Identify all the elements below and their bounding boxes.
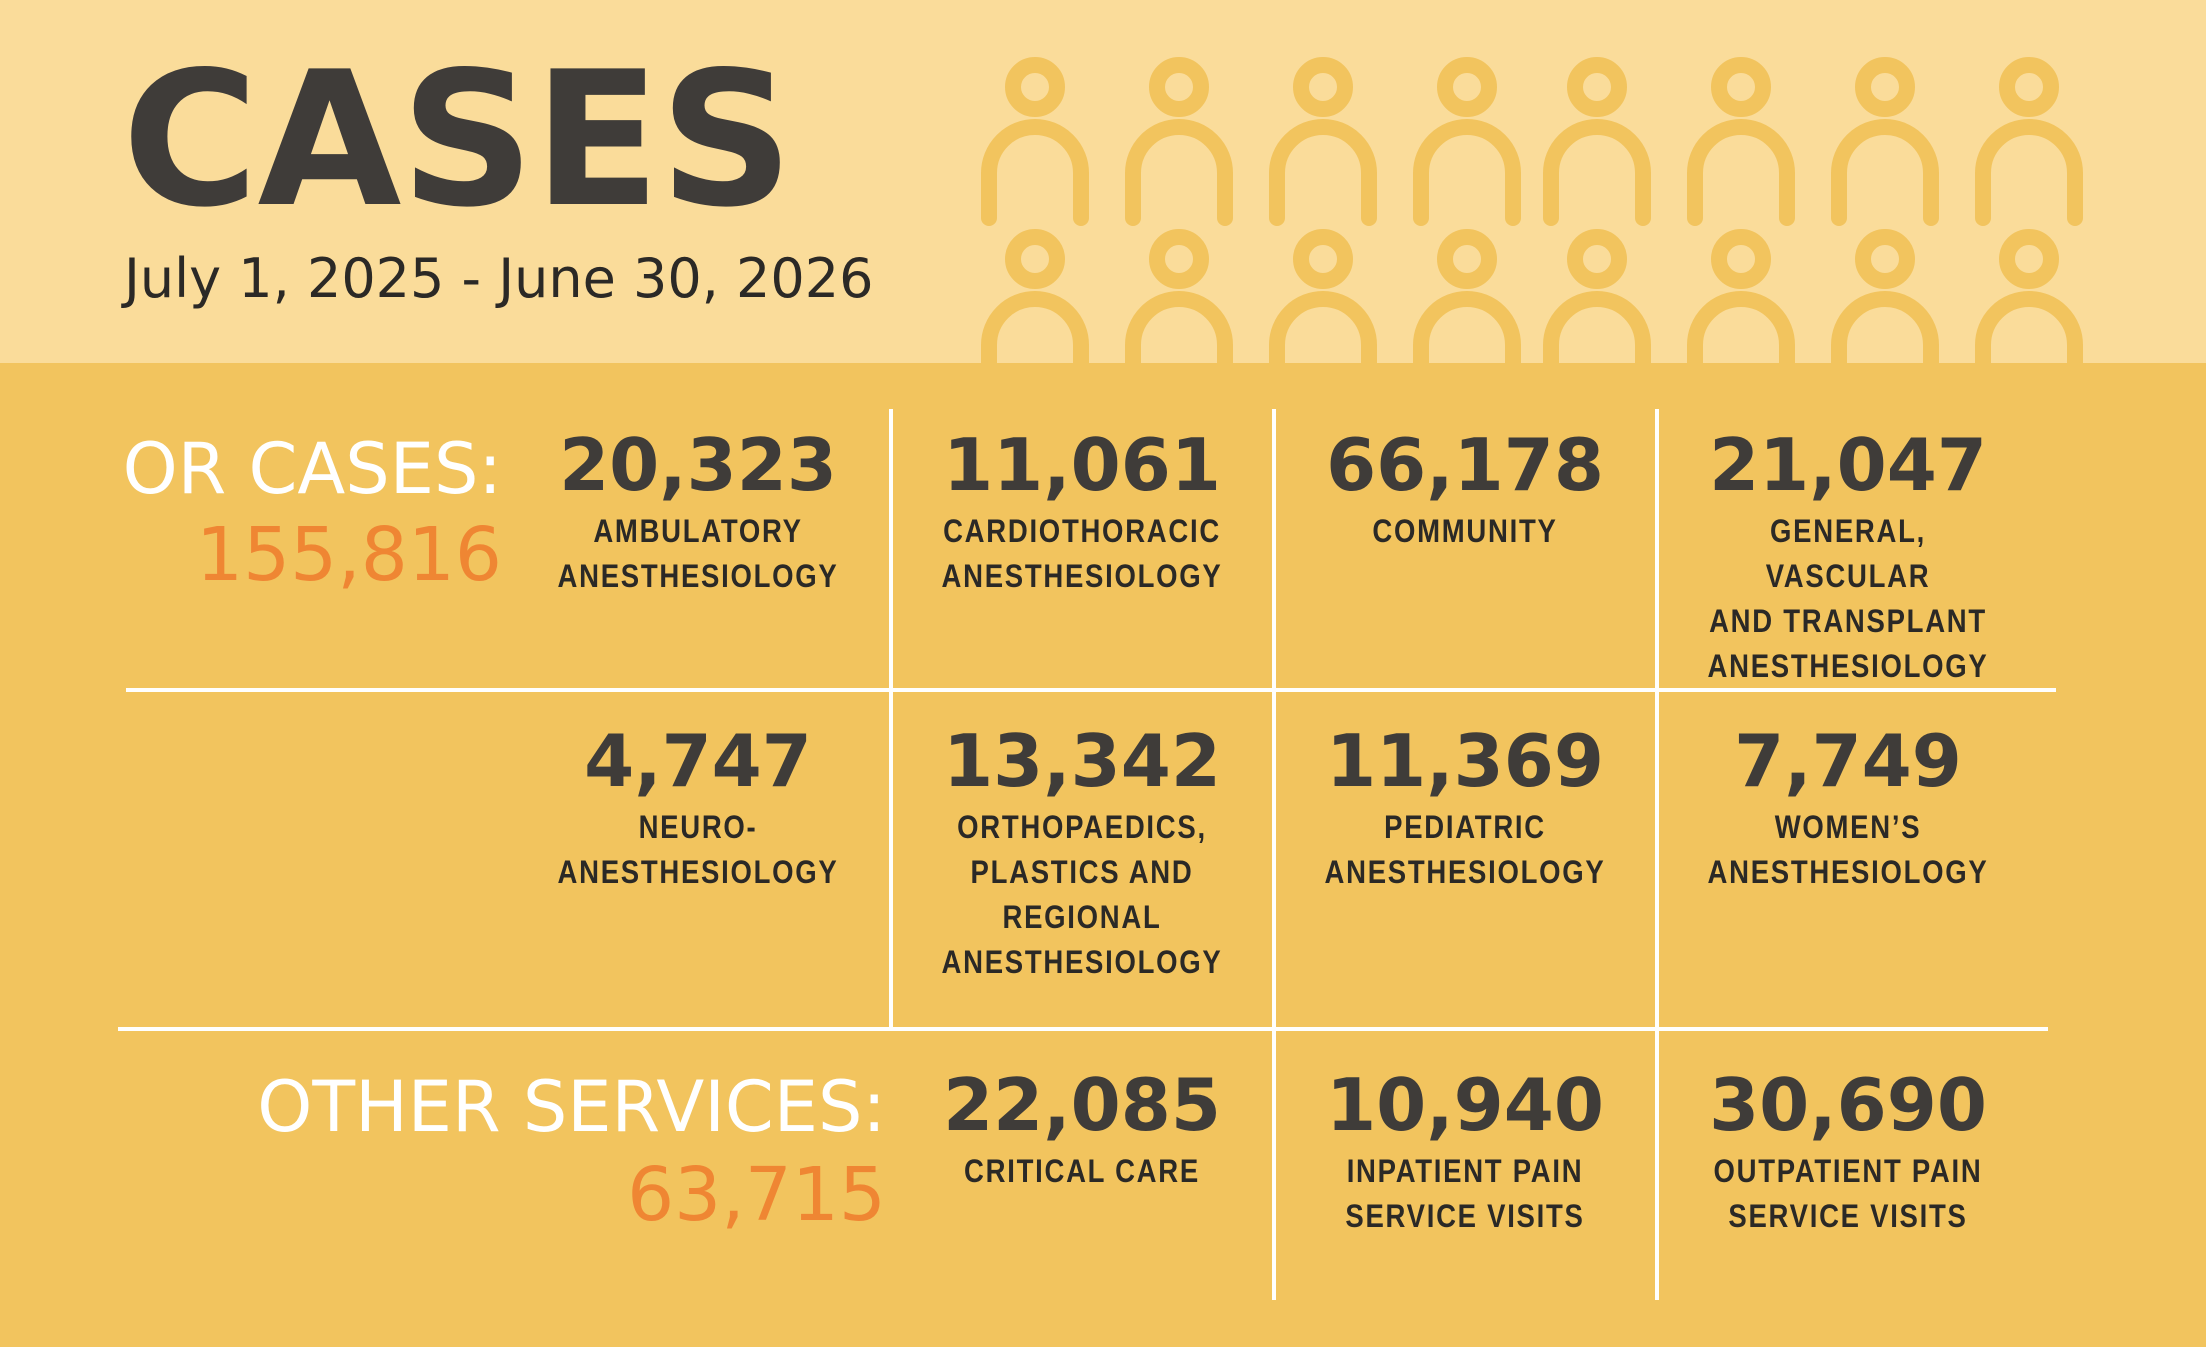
stat-value: 4,747: [584, 719, 812, 803]
stats-panel: OR CASES: 155,816 20,323 AMBULATORY ANES…: [0, 363, 2206, 1347]
date-range: July 1, 2025 - June 30, 2026: [124, 247, 874, 310]
stat-value: 30,690: [1709, 1063, 1987, 1147]
stat-value: 7,749: [1734, 719, 1962, 803]
person-icon: [1687, 229, 1795, 363]
person-icon: [1125, 57, 1233, 226]
stat-value: 11,369: [1326, 719, 1604, 803]
stat-inpatient-pain: 10,940 INPATIENT PAIN SERVICE VISITS: [1274, 1063, 1656, 1239]
person-icon: [981, 229, 1089, 363]
person-icon: [1543, 57, 1651, 226]
stat-value: 22,085: [943, 1063, 1221, 1147]
stat-value: 20,323: [559, 423, 837, 507]
person-icon: [1413, 57, 1521, 226]
stat-critical-care: 22,085 CRITICAL CARE: [891, 1063, 1273, 1194]
stat-value: 10,940: [1326, 1063, 1604, 1147]
header-banner: CASES July 1, 2025 - June 30, 2026: [0, 0, 2206, 363]
person-icon: [1543, 229, 1651, 363]
stat-cardiothoracic: 11,061 CARDIOTHORACIC ANESTHESIOLOGY: [891, 423, 1273, 599]
stat-label: CARDIOTHORACIC ANESTHESIOLOGY: [941, 513, 1223, 594]
person-icon: [1831, 57, 1939, 226]
col-divider-1: [889, 409, 893, 1031]
person-icon: [1975, 57, 2083, 226]
row-divider-1: [126, 688, 2056, 692]
person-icon: [981, 57, 1089, 226]
col-divider-3: [1655, 409, 1659, 1300]
other-services-total: 63,715: [627, 1152, 886, 1238]
stat-pediatric: 11,369 PEDIATRIC ANESTHESIOLOGY: [1274, 719, 1656, 895]
stat-label: ORTHOPAEDICS, PLASTICS AND REGIONAL ANES…: [941, 809, 1223, 980]
person-icon: [1975, 229, 2083, 363]
row-divider-2: [118, 1027, 2048, 1031]
stat-value: 21,047: [1709, 423, 1987, 507]
stat-label: WOMEN’S ANESTHESIOLOGY: [1707, 809, 1989, 890]
stat-label: COMMUNITY: [1372, 513, 1558, 549]
person-icon: [1831, 229, 1939, 363]
person-icon: [1125, 229, 1233, 363]
person-icon: [1269, 57, 1377, 226]
person-icon: [1269, 229, 1377, 363]
stat-neuro: 4,747 NEURO- ANESTHESIOLOGY: [507, 719, 889, 895]
stat-value: 66,178: [1326, 423, 1604, 507]
stat-community: 66,178 COMMUNITY: [1274, 423, 1656, 554]
stat-label: OUTPATIENT PAIN SERVICE VISITS: [1713, 1153, 1983, 1234]
page-title: CASES: [122, 31, 793, 248]
stat-value: 13,342: [943, 719, 1221, 803]
stat-value: 11,061: [943, 423, 1221, 507]
or-cases-label: OR CASES:: [122, 428, 502, 510]
stat-womens: 7,749 WOMEN’S ANESTHESIOLOGY: [1657, 719, 2039, 895]
stat-outpatient-pain: 30,690 OUTPATIENT PAIN SERVICE VISITS: [1657, 1063, 2039, 1239]
stat-label: CRITICAL CARE: [964, 1153, 1200, 1189]
other-services-label: OTHER SERVICES:: [257, 1066, 886, 1148]
col-divider-2: [1272, 409, 1276, 1300]
stat-ambulatory: 20,323 AMBULATORY ANESTHESIOLOGY: [507, 423, 889, 599]
stat-general-vascular-transplant: 21,047 GENERAL, VASCULAR AND TRANSPLANT …: [1657, 423, 2039, 689]
stat-label: AMBULATORY ANESTHESIOLOGY: [557, 513, 839, 594]
or-cases-total: 155,816: [195, 512, 502, 598]
person-icon: [1687, 57, 1795, 226]
stat-label: INPATIENT PAIN SERVICE VISITS: [1345, 1153, 1585, 1234]
stat-label: PEDIATRIC ANESTHESIOLOGY: [1324, 809, 1606, 890]
stat-label: NEURO- ANESTHESIOLOGY: [557, 809, 839, 890]
person-icon: [1413, 229, 1521, 363]
stat-orthopaedics: 13,342 ORTHOPAEDICS, PLASTICS AND REGION…: [891, 719, 1273, 985]
stat-label: GENERAL, VASCULAR AND TRANSPLANT ANESTHE…: [1707, 513, 1989, 684]
people-pattern: [981, 57, 2083, 363]
